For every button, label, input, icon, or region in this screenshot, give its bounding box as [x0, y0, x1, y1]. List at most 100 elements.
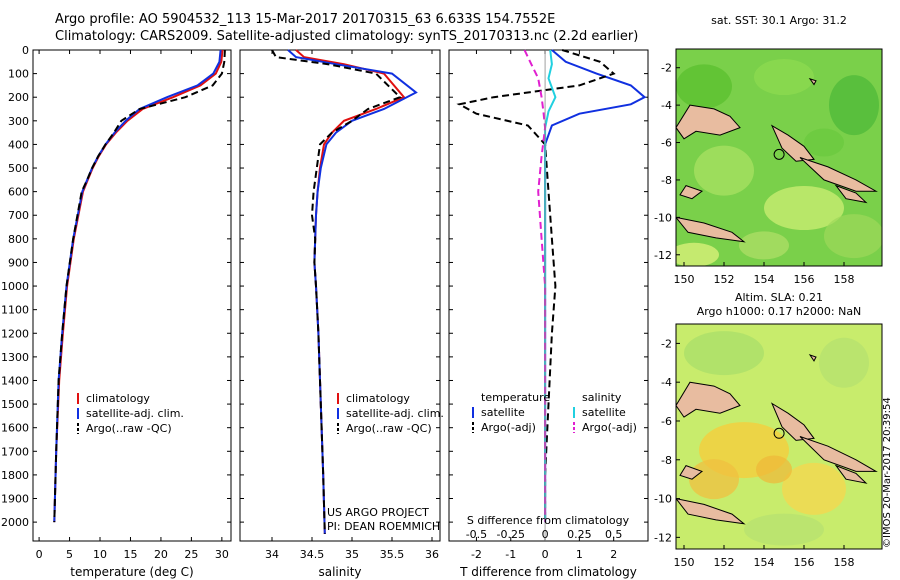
- difference-xtick-label-salinity: -0.25: [497, 528, 525, 541]
- sst-map-ytick-label: -2: [661, 62, 672, 75]
- difference-xtick-label-salinity: 0: [542, 528, 549, 541]
- salinity-frame: [239, 49, 441, 542]
- temperature-ytick-label: 300: [8, 115, 29, 128]
- sla-map-ytick-label: -8: [661, 454, 672, 467]
- sla-map-argo-marker: [773, 427, 785, 439]
- temperature-series-climatology: [53, 49, 224, 523]
- figure-title-line2: Climatology: CARS2009. Satellite-adjuste…: [55, 29, 639, 44]
- temperature-legend-label: satellite-adj. clim.: [86, 407, 184, 420]
- salinity-annotation-project: US ARGO PROJECT: [327, 506, 429, 519]
- sst-map-field-patch: [829, 75, 879, 136]
- differences-xtick-label: 2: [610, 548, 617, 561]
- difference-legend-temperature-label: satellite: [481, 406, 525, 419]
- difference-xlabel-salinity: S difference from climatology: [467, 514, 630, 527]
- salinity-legend-label: satellite-adj. clim.: [346, 407, 444, 420]
- sst-map-ytick-label: -10: [654, 211, 672, 224]
- temperature-ytick-label: 900: [8, 256, 29, 269]
- sst-map-field-patch: [676, 64, 732, 109]
- figure-title-line1: Argo profile: AO 5904532_113 15-Mar-2017…: [55, 12, 556, 27]
- sla-map-field-patch: [782, 462, 846, 515]
- temperature-legend-label: climatology: [86, 392, 150, 405]
- sla-map-ytick-label: -10: [654, 493, 672, 506]
- sst-map-field-patch: [676, 242, 719, 266]
- sst-map-island: [808, 77, 817, 86]
- difference-legend-salinity-label: Argo(-adj): [582, 421, 637, 434]
- sst-map-xtick-label: 156: [794, 273, 815, 286]
- sla-map-island: [834, 464, 868, 484]
- sst-map-xtick-label: 154: [754, 273, 775, 286]
- salinity-xtick-label: 36: [425, 548, 439, 561]
- sla-map-xtick-label: 150: [674, 556, 695, 569]
- sst-map-island: [679, 184, 704, 200]
- sst-map-island: [799, 157, 878, 192]
- sla-map-field-patch: [819, 337, 869, 388]
- sst-map-argo-marker: [773, 148, 785, 160]
- temperature-ytick-label: 1000: [1, 280, 29, 293]
- temperature-ytick-label: 2000: [1, 516, 29, 529]
- difference-legend-salinity-label: satellite: [582, 406, 626, 419]
- temperature-ytick-label: 1600: [1, 422, 29, 435]
- temperature-panel: 0100200300400500600700800900100011001200…: [1, 44, 232, 579]
- sst-map-field: [676, 49, 882, 266]
- sla-map-xtick-label: 152: [714, 556, 735, 569]
- sla-map-island: [799, 436, 878, 472]
- salinity-legend-label: climatology: [346, 392, 410, 405]
- differences-frame: [448, 49, 649, 542]
- sst-map-island: [770, 124, 815, 162]
- temperature-ytick-label: 100: [8, 68, 29, 81]
- sla-map-panel: 150 152 154 156 158 -2 -4 -6 -8 -10 -12 Altim. SLA:…: [654, 291, 883, 569]
- sst-map-xtick-label: 152: [714, 273, 735, 286]
- sst-map-field-patch: [824, 214, 882, 259]
- differences-xtick-label: -1: [505, 548, 516, 561]
- temperature-series-argo-raw-qc-: [53, 49, 226, 523]
- sla-map-field-patch: [756, 455, 792, 484]
- difference-legend-temperature-title: temperature: [481, 391, 550, 404]
- sst-map-field-patch: [694, 145, 754, 196]
- sla-map-island: [679, 464, 704, 480]
- salinity-xtick-label: 35.5: [380, 548, 405, 561]
- differences-xtick-label: 1: [576, 548, 583, 561]
- salinity-xtick-label: 34: [265, 548, 279, 561]
- differences-xlabel: T difference from climatology: [459, 565, 637, 579]
- temperature-xtick-label: 20: [154, 548, 168, 561]
- salinity-xtick-label: 35: [345, 548, 359, 561]
- sla-map-field-patch: [684, 331, 764, 376]
- temperature-ytick-label: 800: [8, 233, 29, 246]
- temperature-ytick-label: 1300: [1, 351, 29, 364]
- difference-legend-temperature-label: Argo(-adj): [481, 421, 536, 434]
- sst-map-field-patch: [739, 231, 789, 260]
- differences-series-temperature-satellite: [544, 49, 647, 523]
- sla-map-island: [808, 354, 817, 362]
- difference-legend-salinity-title: salinity: [582, 391, 622, 404]
- sla-map-island: [676, 498, 746, 525]
- sla-map-field: [676, 324, 882, 549]
- differences-series-temperature-argo-adj-: [456, 49, 616, 523]
- sst-map-title: sat. SST: 30.1 Argo: 31.2: [711, 14, 847, 27]
- salinity-series-satellite-adj-clim-: [287, 49, 418, 534]
- temperature-ytick-label: 700: [8, 209, 29, 222]
- sst-map-xtick-label: 158: [834, 273, 855, 286]
- sla-map-field-patch: [744, 513, 824, 546]
- sst-map-field-patch: [764, 186, 844, 231]
- sst-map-ytick-label: -4: [661, 99, 672, 112]
- temperature-series-satellite-adj-clim-: [53, 49, 222, 523]
- sla-map-xtick-label: 154: [754, 556, 775, 569]
- temperature-ytick-label: 1400: [1, 374, 29, 387]
- sst-map-xtick-label: 150: [674, 273, 695, 286]
- sla-map-island: [676, 381, 741, 418]
- sst-map-ytick-label: -8: [661, 174, 672, 187]
- sst-map-island: [834, 184, 868, 204]
- sst-map-field-patch: [804, 128, 844, 157]
- sla-map-ytick-label: -4: [661, 376, 672, 389]
- sla-map-island: [770, 402, 815, 441]
- sst-map-frame: [675, 48, 883, 267]
- temperature-frame: [32, 49, 232, 542]
- sla-map-title: Altim. SLA: 0.21: [735, 291, 823, 304]
- differences-series-salinity-argo-adj-: [523, 49, 547, 523]
- difference-xtick-label-salinity: 0.5: [605, 528, 623, 541]
- temperature-ytick-label: 1900: [1, 493, 29, 506]
- temperature-ytick-label: 600: [8, 186, 29, 199]
- sla-map-title: Argo h1000: 0.17 h2000: NaN: [697, 305, 862, 318]
- sla-map-frame: [675, 323, 883, 550]
